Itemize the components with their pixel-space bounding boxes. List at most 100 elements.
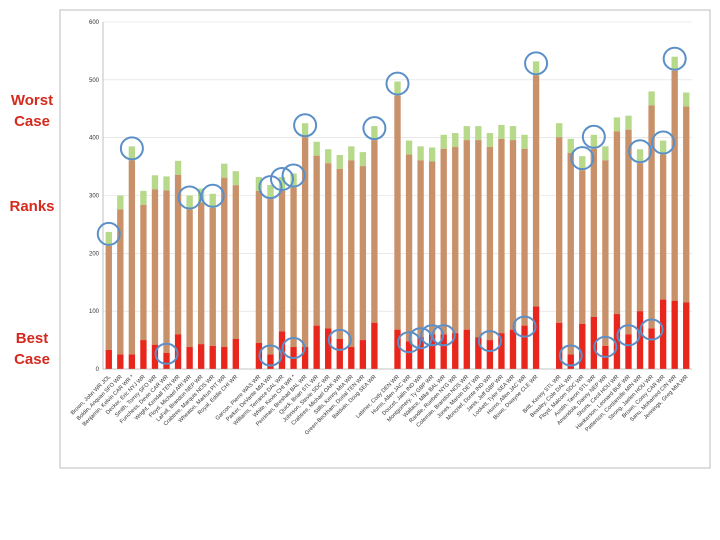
bar-best-case xyxy=(671,300,678,369)
best-case-label: Best Case xyxy=(2,328,62,370)
bar-best-case xyxy=(509,329,517,369)
bar-rank-range xyxy=(336,169,343,339)
bar-best-case xyxy=(371,322,378,369)
bar-worst-cap xyxy=(509,126,517,141)
bar-worst-cap xyxy=(394,81,401,96)
bar-worst-cap xyxy=(174,160,182,175)
bar-rank-range xyxy=(221,177,228,348)
bar-rank-range xyxy=(301,137,309,348)
y-tick-label: 500 xyxy=(89,78,100,84)
bar-worst-cap xyxy=(440,134,447,149)
bar-best-case xyxy=(625,334,632,369)
bar-worst-cap xyxy=(613,117,621,132)
worst-case-circle xyxy=(200,183,225,208)
worst-case-label-line1: Worst xyxy=(10,92,54,109)
bar-rank-range xyxy=(452,147,459,334)
highlight-layer xyxy=(96,46,687,367)
bar-worst-cap xyxy=(498,124,505,139)
bar-rank-range xyxy=(521,148,528,326)
bar-rank-range xyxy=(683,106,690,303)
bar-best-case xyxy=(683,302,690,369)
bar-rank-range xyxy=(440,148,447,335)
bar-rank-range xyxy=(117,209,124,355)
bar-worst-cap xyxy=(267,185,274,200)
ranks-label: Ranks xyxy=(2,196,62,217)
bar-best-case xyxy=(648,328,655,369)
bar-best-case xyxy=(556,322,563,369)
best-case-circle xyxy=(327,328,352,351)
bar-rank-range xyxy=(371,140,378,323)
bar-worst-cap xyxy=(683,92,690,107)
bar-rank-range xyxy=(509,140,517,330)
bar-best-case xyxy=(463,329,470,369)
worst-case-label: Worst Case xyxy=(2,90,62,132)
bar-worst-cap xyxy=(556,123,563,138)
bar-best-case xyxy=(105,349,112,369)
bar-best-case xyxy=(313,325,320,369)
bar-best-case xyxy=(325,328,332,369)
bar-worst-cap xyxy=(348,146,355,161)
bar-rank-range xyxy=(602,160,609,346)
bar-best-case xyxy=(590,316,598,369)
bar-worst-cap xyxy=(521,134,528,149)
bar-best-case xyxy=(659,299,667,369)
worst-case-circle xyxy=(177,185,202,210)
bar-rank-range xyxy=(636,163,644,312)
best-case-circle xyxy=(639,318,664,341)
best-case-circle xyxy=(593,335,618,358)
bar-rank-range xyxy=(325,163,332,329)
bar-worst-cap xyxy=(359,152,367,167)
bar-rank-range xyxy=(290,187,297,348)
bar-worst-cap xyxy=(625,115,632,130)
bar-best-case xyxy=(405,341,413,369)
worst-case-circle xyxy=(96,221,121,246)
bar-worst-cap xyxy=(301,123,309,138)
best-case-circle xyxy=(431,324,456,347)
y-tick-label: 100 xyxy=(89,309,100,315)
bar-best-case xyxy=(567,354,574,369)
worst-case-circle xyxy=(270,166,295,191)
bar-worst-cap xyxy=(463,126,470,141)
best-case-label-line1: Best xyxy=(15,330,49,347)
bar-best-case xyxy=(348,347,355,369)
bar-worst-cap xyxy=(371,126,378,141)
bar-best-case xyxy=(498,333,505,369)
best-case-circle xyxy=(420,324,445,347)
worst-case-circle xyxy=(570,146,595,171)
best-case-circle xyxy=(558,344,583,367)
bar-rank-range xyxy=(128,160,136,355)
bar-best-case xyxy=(336,338,343,369)
worst-case-circle xyxy=(581,124,606,149)
bar-best-case xyxy=(417,337,424,369)
bar-worst-cap xyxy=(636,149,644,164)
best-case-circle xyxy=(281,337,306,360)
bar-best-case xyxy=(359,340,367,369)
bar-rank-range xyxy=(140,204,147,341)
y-axis: 0 100 200 300 400 500 600 xyxy=(89,20,104,373)
bar-rank-range xyxy=(590,148,598,317)
bar-worst-cap xyxy=(659,140,667,155)
bar-worst-cap xyxy=(151,175,159,190)
ranks-label-text: Ranks xyxy=(9,198,55,215)
bar-rank-range xyxy=(186,209,193,348)
bar-worst-cap xyxy=(105,231,112,246)
bar-best-case xyxy=(163,352,170,369)
bar-best-case xyxy=(221,347,228,369)
bar-best-case xyxy=(209,345,216,369)
worst-case-circle xyxy=(662,46,687,71)
y-tick-label: 300 xyxy=(89,194,100,200)
bar-worst-cap xyxy=(602,146,609,161)
bar-best-case xyxy=(140,340,147,369)
bar-worst-cap xyxy=(671,56,678,71)
worst-case-circle xyxy=(385,71,410,96)
chart-frame xyxy=(59,9,711,469)
bar-best-case xyxy=(452,333,459,369)
bar-worst-cap xyxy=(128,146,136,161)
worst-case-circle xyxy=(119,136,144,161)
bar-rank-range xyxy=(671,70,678,301)
bar-worst-cap xyxy=(325,149,332,164)
worst-case-circle xyxy=(281,163,306,188)
bar-rank-range xyxy=(613,131,621,315)
worst-case-circle xyxy=(362,116,387,141)
bar-rank-range xyxy=(463,140,470,330)
